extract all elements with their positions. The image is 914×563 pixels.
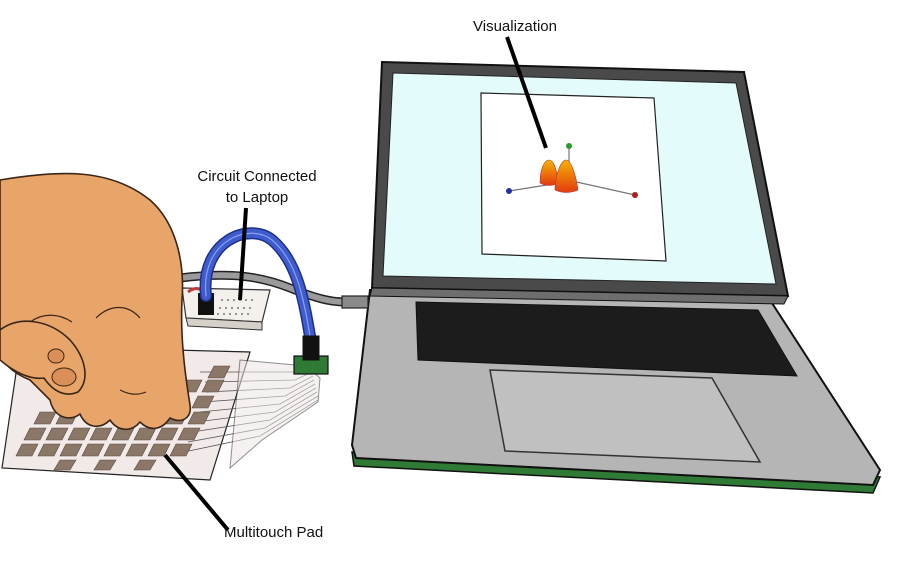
multitouch-pad-label: Multitouch Pad: [224, 524, 324, 541]
hand: [0, 172, 192, 431]
axis-z-marker: [566, 143, 572, 149]
breadboard: [181, 287, 271, 331]
ribbon-connector: [302, 335, 320, 361]
axis-y-marker: [506, 188, 512, 194]
breadboard-top: [181, 287, 271, 323]
knuckle-lines: [29, 306, 147, 395]
thumb-nail: [51, 367, 77, 387]
visualization-panel: [480, 92, 667, 262]
axis-x-marker: [632, 192, 638, 198]
trackpad: [489, 369, 762, 463]
pad-sensor-grid: [15, 365, 231, 471]
finger-nail: [47, 348, 65, 364]
breadboard-side: [185, 317, 263, 331]
circuit-label-line1: Circuit Connected: [197, 168, 317, 185]
axis-x: [571, 180, 636, 196]
circuit-pointer: [238, 207, 248, 301]
usb-cable: [175, 270, 369, 309]
pad-flex-ribbon: [229, 359, 321, 470]
surface-peak-left: [539, 159, 559, 186]
laptop-hinge: [369, 287, 789, 305]
surface-peak-right: [554, 159, 579, 193]
ribbon-cable: [199, 227, 320, 361]
visualization-label: Visualization: [473, 18, 557, 35]
circuit-label: Circuit Connected to Laptop: [172, 166, 342, 208]
usb-plug: [341, 295, 369, 309]
keyboard: [415, 301, 798, 377]
multitouch-pad-pointer: [163, 453, 230, 532]
circuit-label-line2: to Laptop: [225, 189, 289, 206]
visualization-pointer: [505, 36, 548, 149]
